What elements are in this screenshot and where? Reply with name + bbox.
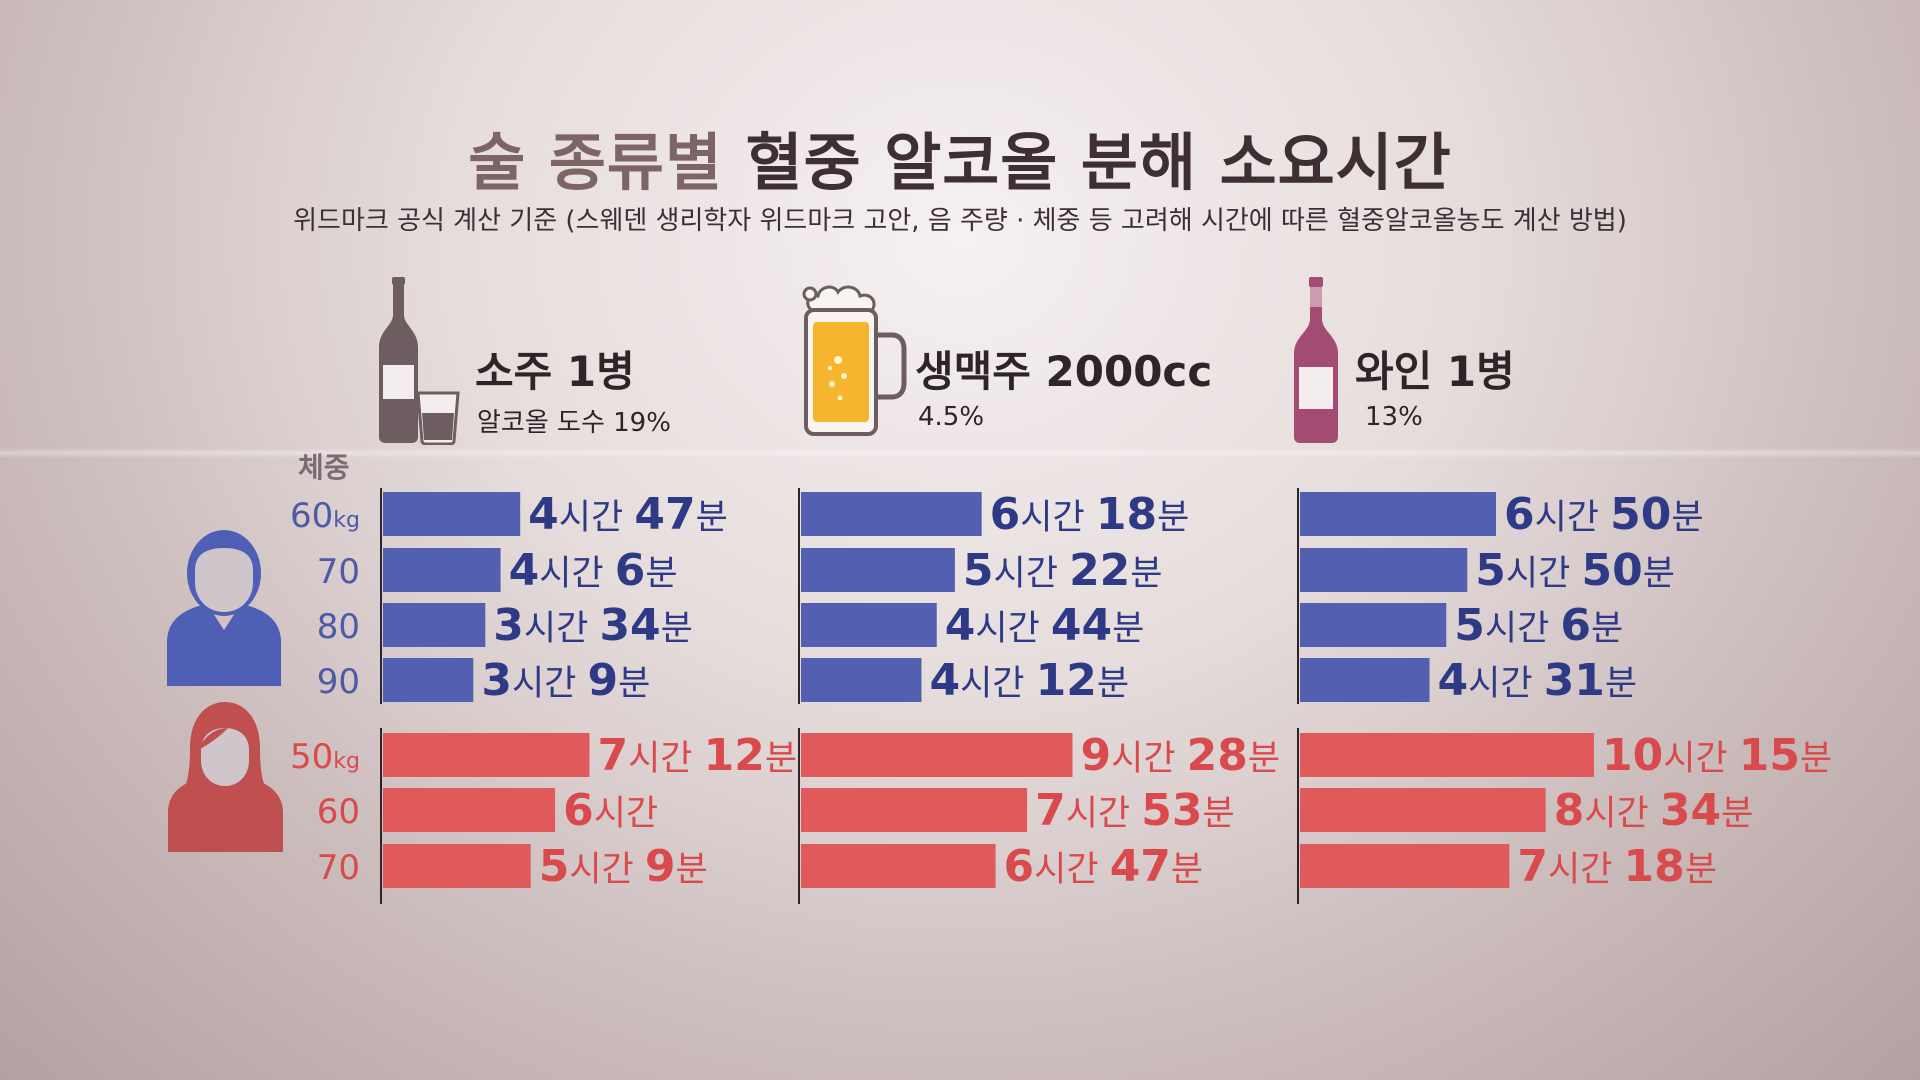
weight-label-female-2: 70: [317, 848, 360, 888]
weight-label-male-3: 90: [317, 662, 360, 702]
value-label-2-female-2: 7시간 18분: [1517, 841, 1717, 892]
bar-2-male-0: [1300, 492, 1496, 536]
bar-2-female-0: [1300, 733, 1594, 777]
weight-label-female-0: 50kg: [290, 737, 360, 777]
beer-mug-icon: [802, 285, 907, 436]
weight-label-male-1: 70: [317, 552, 360, 592]
value-label-0-female-0: 7시간 12분: [597, 730, 797, 781]
weight-label-female-1: 60: [317, 792, 360, 832]
bar-0-female-1: [383, 788, 556, 832]
drink-name-wine: 와인 1병: [1355, 347, 1515, 396]
value-label-1-male-3: 4시간 12분: [929, 655, 1129, 706]
value-label-2-male-1: 5시간 50분: [1475, 545, 1675, 596]
value-label-2-male-0: 6시간 50분: [1504, 489, 1704, 540]
bar-1-male-1: [801, 548, 955, 592]
bar-1-male-0: [801, 492, 982, 536]
bar-0-male-3: [383, 658, 474, 702]
value-label-1-female-0: 9시간 28분: [1081, 730, 1281, 781]
title-part-1: 술 종류별: [468, 126, 723, 199]
drink-abv-wine: 13%: [1365, 402, 1423, 432]
weight-label-male-0: 60kg: [290, 496, 360, 536]
value-label-1-female-1: 7시간 53분: [1035, 785, 1235, 836]
value-label-1-female-2: 6시간 47분: [1004, 841, 1204, 892]
drink-abv-beer: 4.5%: [918, 402, 985, 432]
value-label-0-male-3: 3시간 9분: [481, 655, 650, 706]
drink-name-beer: 생맥주 2000cc: [915, 347, 1213, 396]
value-label-2-male-3: 4시간 31분: [1438, 655, 1638, 706]
value-label-2-male-2: 5시간 6분: [1454, 600, 1623, 651]
value-label-1-male-0: 6시간 18분: [990, 489, 1190, 540]
bar-0-male-1: [383, 548, 501, 592]
male-person-icon: [167, 530, 281, 686]
value-label-0-male-1: 4시간 6분: [509, 545, 678, 596]
weight-label-male-2: 80: [317, 607, 360, 647]
bar-2-male-3: [1300, 658, 1430, 702]
female-person-icon: [168, 702, 283, 852]
value-label-1-male-2: 4시간 44분: [945, 600, 1145, 651]
bar-1-female-1: [801, 788, 1028, 832]
bar-1-male-2: [801, 603, 937, 647]
value-label-0-female-2: 5시간 9분: [539, 841, 708, 892]
weight-header: 체중: [298, 451, 350, 484]
header-divider: [0, 448, 1920, 458]
bar-0-female-2: [383, 844, 531, 888]
wine-bottle-icon: [1294, 277, 1338, 443]
value-label-2-female-1: 8시간 34분: [1554, 785, 1754, 836]
bar-1-male-3: [801, 658, 922, 702]
value-label-0-male-0: 4시간 47분: [528, 489, 728, 540]
title-part-2: 혈중 알코올 분해 소요시간: [745, 126, 1452, 199]
chart-subtitle: 위드마크 공식 계산 기준 (스웨덴 생리학자 위드마크 고안, 음 주량 · …: [293, 206, 1627, 236]
bar-2-female-1: [1300, 788, 1546, 832]
bar-0-female-0: [383, 733, 590, 777]
drink-abv-soju: 알코올 도수 19%: [477, 408, 671, 438]
bar-1-female-2: [801, 844, 996, 888]
bar-1-female-0: [801, 733, 1073, 777]
chart-title: 술 종류별 혈중 알코올 분해 소요시간: [0, 112, 1920, 202]
drink-name-soju: 소주 1병: [475, 347, 635, 396]
bar-2-male-1: [1300, 548, 1468, 592]
value-label-0-male-2: 3시간 34분: [493, 600, 693, 651]
soju-bottle-icon: [379, 277, 460, 445]
value-label-0-female-1: 6시간: [563, 785, 658, 836]
bar-2-female-2: [1300, 844, 1510, 888]
bar-0-male-2: [383, 603, 486, 647]
bar-0-male-0: [383, 492, 521, 536]
value-label-1-male-1: 5시간 22분: [963, 545, 1163, 596]
bar-2-male-2: [1300, 603, 1447, 647]
value-label-2-female-0: 10시간 15분: [1602, 730, 1832, 781]
